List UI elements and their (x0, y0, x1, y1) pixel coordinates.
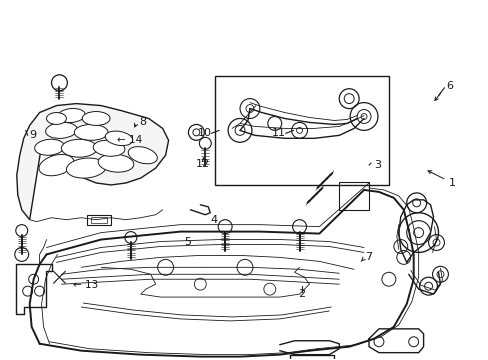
Text: 7: 7 (365, 252, 371, 262)
Text: 1: 1 (447, 178, 454, 188)
Ellipse shape (128, 147, 157, 164)
Text: ← 13: ← 13 (73, 280, 99, 290)
Bar (87, 215, 111, 225)
Text: 9: 9 (30, 130, 37, 140)
Ellipse shape (35, 139, 64, 155)
Text: 5: 5 (184, 237, 191, 247)
Ellipse shape (66, 158, 106, 178)
Text: 10: 10 (197, 129, 211, 138)
Ellipse shape (61, 139, 97, 157)
Text: 2: 2 (297, 289, 305, 299)
Ellipse shape (98, 154, 134, 172)
Ellipse shape (46, 113, 66, 125)
Ellipse shape (74, 125, 108, 140)
Ellipse shape (58, 108, 85, 122)
Bar (339, 182, 368, 210)
Ellipse shape (82, 112, 110, 125)
Text: 8: 8 (139, 117, 145, 127)
Text: 4: 4 (210, 215, 217, 225)
Text: ← 14: ← 14 (117, 135, 142, 145)
Text: 3: 3 (373, 160, 380, 170)
Text: 11: 11 (271, 129, 285, 138)
Bar (215, 76, 388, 185)
Text: 6: 6 (446, 81, 452, 91)
Ellipse shape (105, 131, 132, 145)
Ellipse shape (93, 140, 124, 156)
Bar (91, 217, 107, 223)
Ellipse shape (45, 122, 77, 138)
Ellipse shape (39, 154, 74, 176)
Text: 12: 12 (195, 159, 209, 169)
Polygon shape (17, 104, 168, 220)
